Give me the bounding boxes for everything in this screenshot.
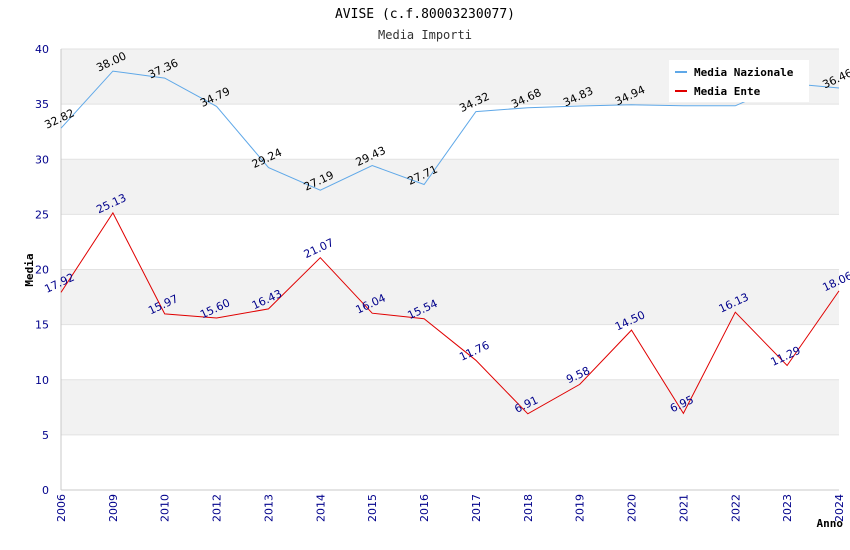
x-tick-label: 2012 — [211, 494, 224, 522]
data-label: 11.76 — [457, 339, 491, 364]
grid-band — [61, 159, 839, 215]
x-axis-label: Anno — [817, 517, 844, 530]
series-lines — [60, 70, 840, 415]
y-tick-label: 35 — [35, 98, 49, 111]
series-line — [60, 70, 840, 191]
y-tick-label: 25 — [35, 208, 49, 221]
grid-band — [61, 269, 839, 325]
data-label: 21.07 — [302, 236, 336, 261]
x-tick-label: 2020 — [626, 494, 639, 522]
legend-label: Media Nazionale — [694, 66, 794, 79]
y-tick-labels: 0 5 10 15 20 25 30 35 40 — [35, 43, 49, 497]
x-tick-label: 2010 — [159, 494, 172, 522]
chart-title: AVISE (c.f.80003230077) — [335, 7, 515, 22]
x-tick-label: 2018 — [522, 494, 535, 522]
x-tick-label: 2022 — [729, 494, 742, 522]
x-tick-label: 2019 — [574, 494, 587, 522]
x-tick-label: 2013 — [262, 494, 275, 522]
x-tick-label: 2017 — [470, 494, 483, 522]
y-tick-label: 10 — [35, 374, 49, 387]
y-tick-label: 20 — [35, 264, 49, 277]
x-tick-label: 2016 — [418, 494, 431, 522]
legend-label: Media Ente — [694, 85, 761, 98]
x-tick-label: 2015 — [366, 494, 379, 522]
y-tick-label: 5 — [42, 429, 49, 442]
legend-box — [669, 60, 809, 102]
x-tick-label: 2024 — [833, 494, 846, 522]
series-line — [60, 211, 840, 415]
data-label: 11.29 — [769, 344, 803, 369]
x-tick-label: 2014 — [314, 494, 327, 522]
x-tick-label: 2009 — [107, 494, 120, 522]
y-tick-label: 40 — [35, 43, 49, 56]
x-tick-labels: 2006 2009 2010 2012 2013 2014 2015 2016 2017 2018… — [55, 494, 846, 522]
y-tick-label: 0 — [42, 484, 49, 497]
chart-subtitle: Media Importi — [378, 28, 472, 42]
y-tick-label: 15 — [35, 319, 49, 332]
axes — [60, 49, 839, 491]
x-tick-label: 2023 — [781, 494, 794, 522]
grid-band — [61, 379, 839, 435]
y-axis-label: Media — [23, 253, 36, 286]
x-tick-label: 2006 — [55, 494, 68, 522]
legend: Media Nazionale Media Ente — [669, 60, 809, 102]
x-tick-label: 2021 — [677, 494, 690, 522]
plot-bands — [61, 49, 839, 435]
y-tick-label: 30 — [35, 153, 49, 166]
